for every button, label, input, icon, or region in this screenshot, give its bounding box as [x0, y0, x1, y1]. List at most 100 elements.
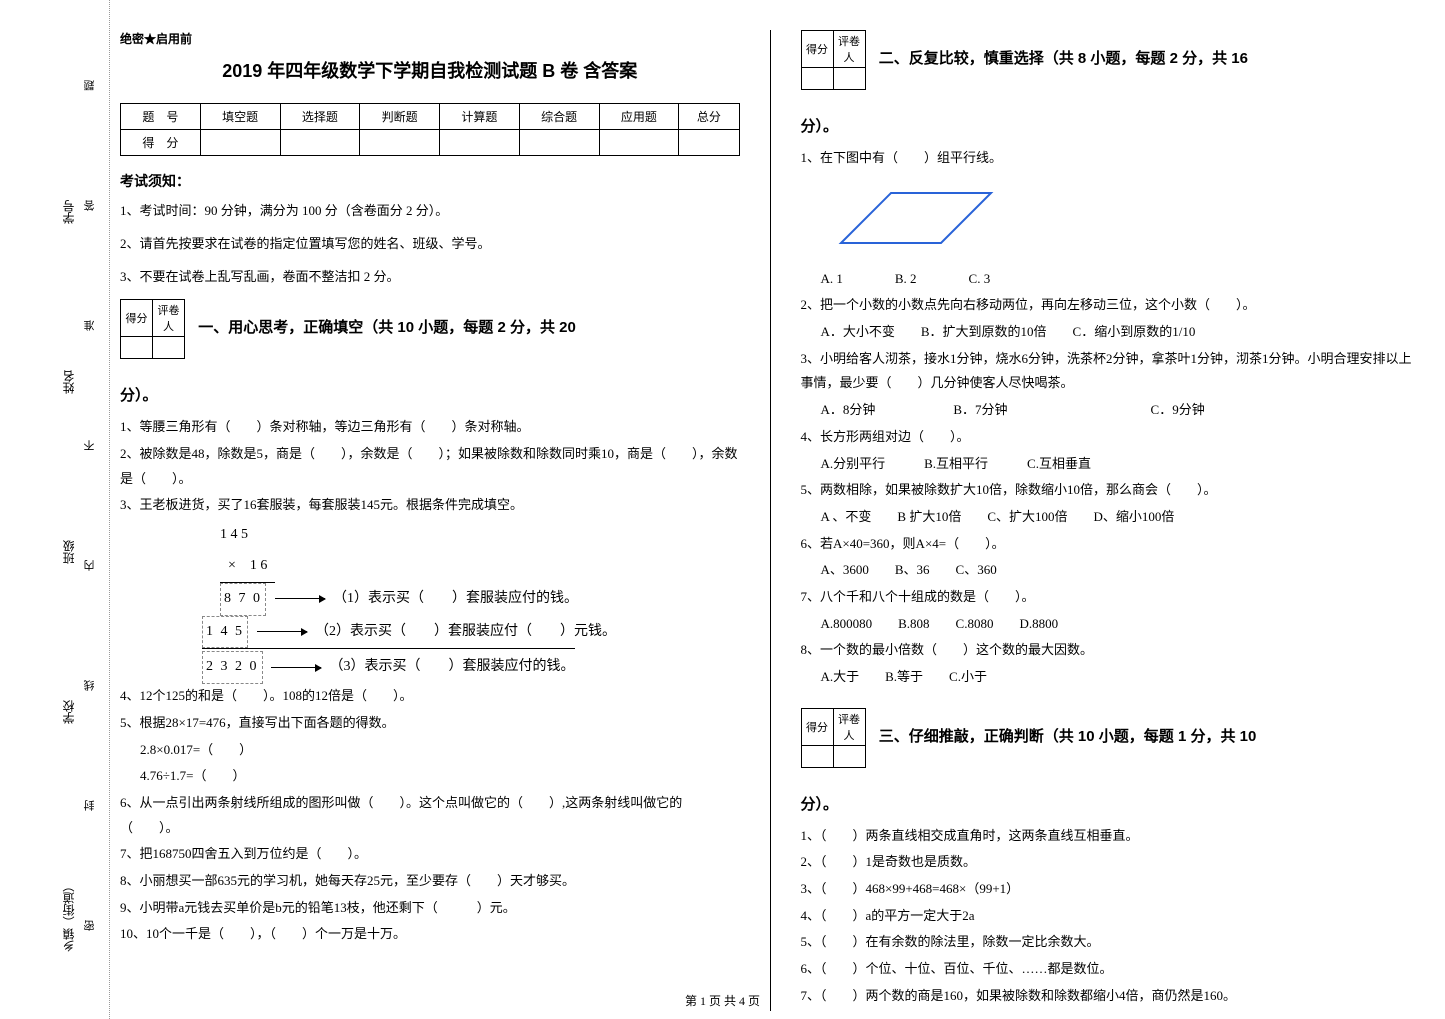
td	[440, 130, 520, 156]
th: 判断题	[360, 104, 440, 130]
question: 1、等腰三角形有（ ）条对称轴，等边三角形有（ ）条对称轴。	[120, 415, 740, 440]
parallelogram-shape	[841, 193, 991, 243]
question: 1、（ ）两条直线相交成直角时，这两条直线互相垂直。	[801, 824, 1421, 849]
secret-label: 绝密★启用前	[120, 30, 740, 47]
calc-line: 1 4 5 （2）表示买（ ）套服装应付（ ）元钱。	[202, 616, 740, 649]
question: 6、若A×40=360，则A×4=（ ）。	[801, 532, 1421, 557]
table-row: 得 分	[121, 130, 740, 156]
right-column: 得分评卷人 二、反复比较，慎重选择（共 8 小题，每题 2 分，共 16 分）。…	[801, 30, 1421, 1011]
question: 7、八个千和八个十组成的数是（ ）。	[801, 585, 1421, 610]
binding-label: 乡镇（街道）	[60, 880, 77, 952]
calc-num: 1 4 5	[220, 527, 248, 542]
score-label: 得分	[801, 31, 833, 68]
question-sub: 4.76÷1.7=（ ）	[120, 764, 740, 789]
section-title: 二、反复比较，慎重选择（共 8 小题，每题 2 分，共 16	[879, 50, 1248, 67]
score-box: 得分评卷人	[801, 708, 866, 768]
score-label: 得分	[121, 300, 153, 337]
option-line: A.大于 B.等于 C.小于	[801, 665, 1421, 690]
score-label: 得分	[801, 708, 833, 745]
arrow-icon	[271, 667, 321, 668]
seal-char: 线	[82, 680, 98, 691]
td	[599, 130, 679, 156]
th: 选择题	[280, 104, 360, 130]
option-line: A．大小不变 B．扩大到原数的10倍 C．缩小到原数的1/10	[801, 320, 1421, 345]
marker-label: 评卷人	[153, 300, 185, 337]
question: 2、把一个小数的小数点先向右移动两位，再向左移动三位，这个小数（ ）。	[801, 293, 1421, 318]
calc-result: 2 3 2 0	[202, 651, 263, 684]
question: 3、小明给客人沏茶，接水1分钟，烧水6分钟，洗茶杯2分钟，拿茶叶1分钟，沏茶1分…	[801, 347, 1421, 396]
th: 计算题	[440, 104, 520, 130]
section-unit: 分）。	[120, 384, 740, 405]
seal-char: 密	[82, 920, 98, 931]
arrow-icon	[275, 598, 325, 599]
seal-char: 答	[82, 200, 98, 211]
question: 4、（ ）a的平方一定大于2a	[801, 904, 1421, 929]
calculation-block: 1 4 5 × 1 6 8 7 0 （1）表示买（ ）套服装应付的钱。 1 4 …	[120, 520, 740, 684]
left-column: 绝密★启用前 2019 年四年级数学下学期自我检测试题 B 卷 含答案 题 号 …	[120, 30, 740, 1011]
calc-num: × 1 6	[220, 551, 275, 583]
page-footer: 第 1 页 共 4 页	[0, 992, 1445, 1009]
score-box: 得分评卷人	[801, 30, 866, 90]
question: 5、（ ）在有余数的除法里，除数一定比余数大。	[801, 930, 1421, 955]
score-box: 得分评卷人	[120, 299, 185, 359]
binding-label: 学校	[60, 700, 77, 724]
notice-head: 考试须知：	[120, 171, 740, 191]
column-divider	[770, 30, 771, 1011]
calc-line: × 1 6	[220, 551, 740, 583]
score-table: 题 号 填空题 选择题 判断题 计算题 综合题 应用题 总分 得 分	[120, 103, 740, 156]
section-title: 三、仔细推敲，正确判断（共 10 小题，每题 1 分，共 10	[879, 728, 1257, 745]
question: 9、小明带a元钱去买单价是b元的铅笔13枝，他还剩下（ ）元。	[120, 896, 740, 921]
question: 6、从一点引出两条射线所组成的图形叫做（ ）。这个点叫做它的（ ）,这两条射线叫…	[120, 791, 740, 840]
option-line: A.分别平行 B.互相平行 C.互相垂直	[801, 452, 1421, 477]
question: 5、两数相除，如果被除数扩大10倍，除数缩小10倍，那么商会（ ）。	[801, 478, 1421, 503]
page-content: 绝密★启用前 2019 年四年级数学下学期自我检测试题 B 卷 含答案 题 号 …	[120, 30, 1420, 1011]
arrow-icon	[257, 631, 307, 632]
seal-char: 准	[82, 320, 98, 331]
question: 3、（ ）468×99+468=468×（99+1）	[801, 877, 1421, 902]
calc-partial: 8 7 0	[220, 583, 266, 616]
option-line: A．8分钟 B．7分钟 C．9分钟	[801, 398, 1421, 423]
notice-item: 2、请首先按要求在试卷的指定位置填写您的姓名、班级、学号。	[120, 234, 740, 255]
calc-line: 8 7 0 （1）表示买（ ）套服装应付的钱。	[220, 583, 740, 616]
calc-desc: （1）表示买（ ）套服装应付的钱。	[333, 591, 578, 606]
binding-area: 乡镇（街道） 学校 班级 姓名 学号 密 封 线 内 不 准 答 题	[0, 0, 110, 1019]
question: 4、12个125的和是（ ）。108的12倍是（ ）。	[120, 684, 740, 709]
binding-label: 班级	[60, 540, 77, 564]
marker-label: 评卷人	[833, 708, 865, 745]
calc-desc: （2）表示买（ ）套服装应付（ ）元钱。	[315, 624, 616, 639]
td	[200, 130, 280, 156]
td: 得 分	[121, 130, 201, 156]
question: 4、长方形两组对边（ ）。	[801, 425, 1421, 450]
question: 2、（ ）1是奇数也是质数。	[801, 850, 1421, 875]
question: 1、在下图中有（ ）组平行线。	[801, 146, 1421, 171]
calc-partial: 1 4 5	[202, 616, 248, 649]
td	[280, 130, 360, 156]
parallelogram-figure	[821, 183, 1011, 253]
notice-item: 1、考试时间：90 分钟，满分为 100 分（含卷面分 2 分）。	[120, 201, 740, 222]
th: 填空题	[200, 104, 280, 130]
question: 6、（ ）个位、十位、百位、千位、……都是数位。	[801, 957, 1421, 982]
question: 5、根据28×17=476，直接写出下面各题的得数。	[120, 711, 740, 736]
section-title: 一、用心思考，正确填空（共 10 小题，每题 2 分，共 20	[198, 319, 576, 336]
option-line: A.800080 B.808 C.8080 D.8800	[801, 612, 1421, 637]
th: 综合题	[519, 104, 599, 130]
section-unit: 分）。	[801, 793, 1421, 814]
question: 8、小丽想买一部635元的学习机，她每天存25元，至少要存（ ）天才够买。	[120, 869, 740, 894]
td	[360, 130, 440, 156]
option-line: A. 1 B. 2 C. 3	[801, 267, 1421, 292]
calc-line: 2 3 2 0 （3）表示买（ ）套服装应付的钱。	[202, 648, 575, 684]
option-line: A 、不变 B 扩大10倍 C、扩大100倍 D、缩小100倍	[801, 505, 1421, 530]
th: 总分	[679, 104, 739, 130]
th: 题 号	[121, 104, 201, 130]
seal-char: 内	[82, 560, 98, 571]
section-header: 得分评卷人 一、用心思考，正确填空（共 10 小题，每题 2 分，共 20	[120, 299, 576, 359]
question: 7、把168750四舍五入到万位约是（ ）。	[120, 842, 740, 867]
question: 2、被除数是48，除数是5，商是（ ），余数是（ ）；如果被除数和除数同时乘10…	[120, 442, 740, 491]
td	[519, 130, 599, 156]
question-sub: 2.8×0.017=（ ）	[120, 738, 740, 763]
seal-char: 封	[82, 800, 98, 811]
notice-item: 3、不要在试卷上乱写乱画，卷面不整洁扣 2 分。	[120, 267, 740, 288]
binding-label: 姓名	[60, 370, 77, 394]
calc-line: 1 4 5	[220, 520, 740, 551]
question: 10、10个一千是（ ），（ ）个一万是十万。	[120, 922, 740, 947]
